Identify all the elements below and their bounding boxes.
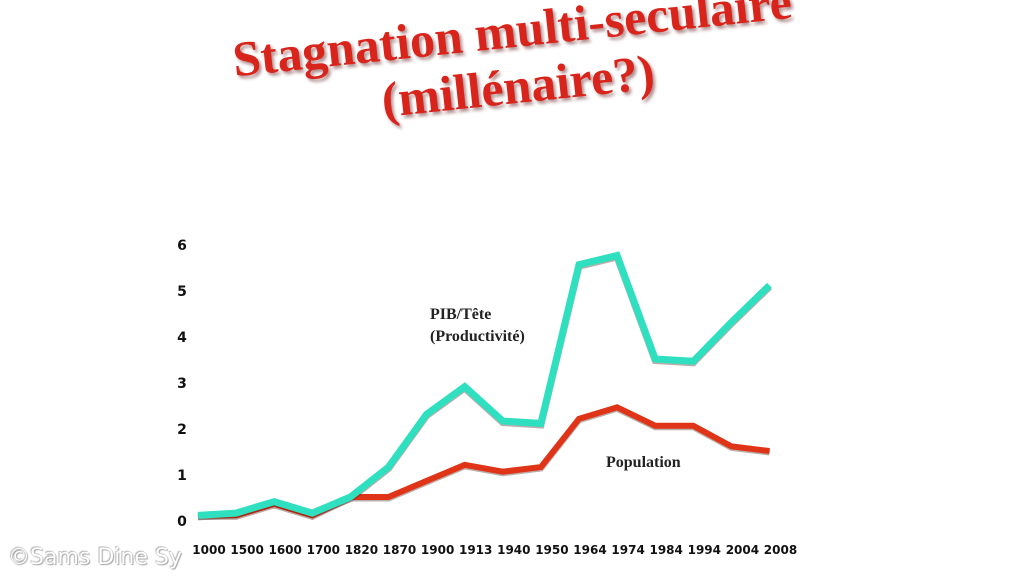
- x-tick-label: 1500: [230, 543, 263, 557]
- y-tick-label: 0: [177, 514, 187, 530]
- series-label: Population: [606, 454, 681, 471]
- data-point: [426, 413, 428, 415]
- data-point: [654, 358, 656, 360]
- data-point: [388, 496, 389, 498]
- y-tick-label: 1: [177, 468, 187, 484]
- data-point: [769, 284, 770, 286]
- series-line-population: [198, 404, 770, 519]
- watermark: ©Sams Dine Sy: [8, 545, 182, 570]
- data-point: [654, 425, 656, 427]
- data-point: [502, 471, 504, 473]
- x-tick-label: 1000: [192, 543, 225, 557]
- x-tick-label: 1950: [535, 543, 568, 557]
- x-tick-label: 1940: [497, 543, 530, 557]
- y-tick-label: 4: [177, 330, 187, 346]
- series-label: (Productivité): [430, 328, 525, 345]
- data-point: [692, 360, 694, 362]
- data-point: [578, 264, 580, 266]
- y-tick-label: 6: [177, 238, 187, 254]
- x-tick-label: 1913: [459, 543, 492, 557]
- data-point: [197, 514, 199, 516]
- x-tick-label: 1994: [688, 543, 721, 557]
- data-point: [388, 466, 389, 468]
- y-tick-label: 5: [177, 284, 187, 300]
- x-tick-label: 1984: [649, 543, 682, 557]
- x-tick-label: 1974: [611, 543, 644, 557]
- data-point: [730, 445, 732, 447]
- x-tick-label: 1900: [421, 543, 454, 557]
- data-point: [769, 450, 770, 452]
- data-point: [692, 425, 694, 427]
- data-point: [464, 386, 466, 388]
- series-label: PIB/Tête: [430, 306, 491, 323]
- x-tick-label: 1820: [345, 543, 378, 557]
- series-line-productivity: [197, 251, 772, 519]
- x-tick-label: 2008: [764, 543, 797, 557]
- data-point: [235, 512, 237, 514]
- data-point: [616, 255, 618, 256]
- data-point: [578, 418, 580, 420]
- data-point: [540, 422, 542, 424]
- data-point: [730, 321, 732, 323]
- x-tick-label: 1700: [307, 543, 340, 557]
- data-point: [616, 406, 618, 408]
- data-point: [311, 512, 313, 514]
- data-point: [502, 420, 504, 422]
- series-shadow-line: [197, 252, 772, 521]
- data-point: [464, 464, 466, 466]
- x-tick-label: 1600: [268, 543, 301, 557]
- data-point: [426, 480, 428, 482]
- data-point: [273, 501, 275, 503]
- data-point: [540, 466, 542, 468]
- data-point: [349, 496, 351, 498]
- x-tick-label: 2004: [726, 543, 759, 557]
- x-tick-label: 1964: [573, 543, 606, 557]
- x-tick-label: 1870: [383, 543, 416, 557]
- y-tick-label: 3: [177, 376, 187, 392]
- y-tick-label: 2: [177, 422, 187, 438]
